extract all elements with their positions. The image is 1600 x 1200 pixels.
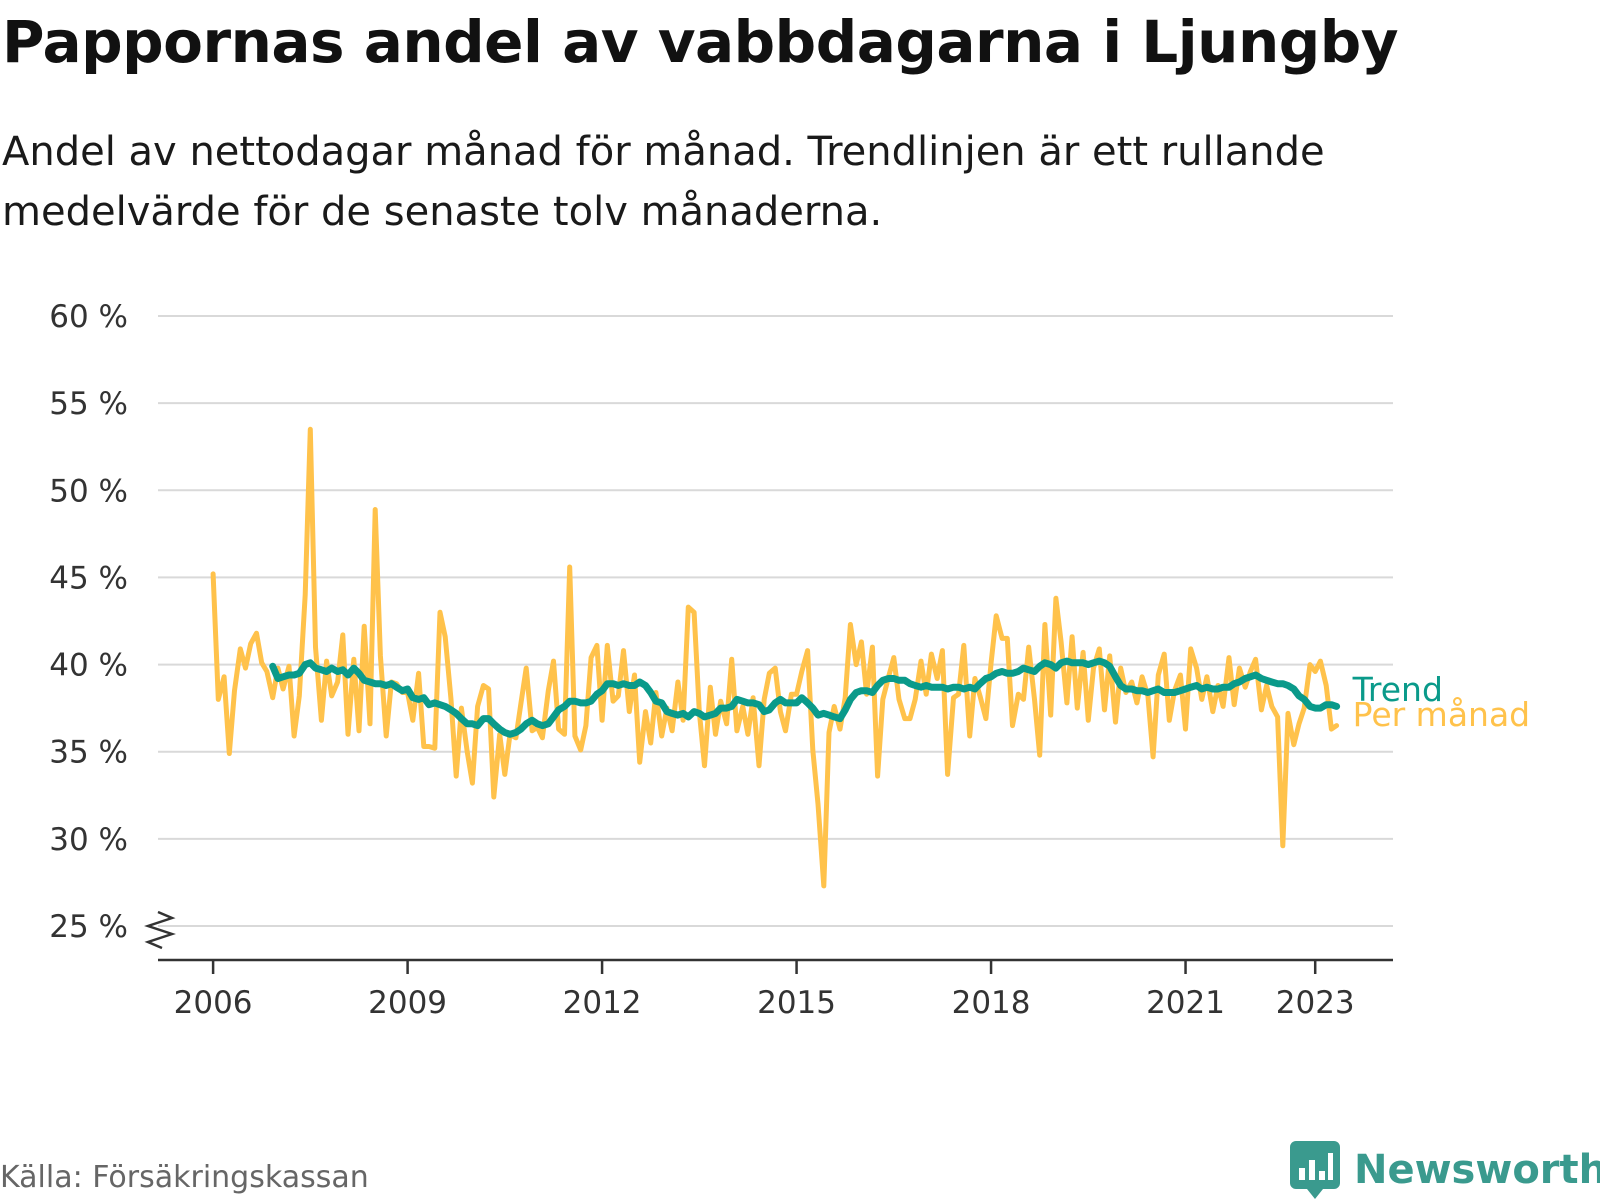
x-tick-label: 2006 xyxy=(174,985,253,1021)
x-tick-label: 2012 xyxy=(563,985,642,1021)
series-label: Trend xyxy=(1352,670,1443,709)
newsworthy-logo-icon xyxy=(1290,1141,1340,1199)
source-note: Källa: Försäkringskassan xyxy=(0,1160,369,1195)
x-tick-label: 2023 xyxy=(1276,985,1355,1021)
x-axis: 2006 2009 2012 2015 2018 2021 2023 xyxy=(158,958,1393,1021)
series-label: Per månad xyxy=(1353,695,1531,734)
series-lines xyxy=(210,426,1341,889)
chart-subtitle: Andel av nettodagar månad för månad. Tre… xyxy=(2,129,1325,235)
brand-name: Newsworthy xyxy=(1354,1147,1600,1193)
y-tick-label: 35 % xyxy=(49,735,128,771)
y-tick-label: 45 % xyxy=(49,560,128,596)
y-tick-label: 25 % xyxy=(49,909,128,945)
series-line-per-manad xyxy=(210,426,1340,889)
gridlines xyxy=(158,315,1393,927)
y-axis: 25 % 30 % 35 % 40 % 45 % 50 % 55 % 60 % xyxy=(49,299,176,950)
y-tick-label: 40 % xyxy=(49,648,128,684)
x-tick-label: 2015 xyxy=(757,985,836,1021)
y-tick-label: 60 % xyxy=(49,299,128,335)
y-tick-label: 30 % xyxy=(49,822,128,858)
chart-title: Pappornas andel av vabbdagarna i Ljungby xyxy=(2,8,1399,76)
x-tick-label: 2018 xyxy=(952,985,1031,1021)
series-line-trend xyxy=(269,657,1341,738)
brand-logo: Newsworthy xyxy=(1290,1140,1600,1200)
line-chart: 25 %30 %35 %40 %45 %50 %55 %60 % 2006 200… xyxy=(49,299,1531,1021)
x-tick-label: 2021 xyxy=(1146,985,1225,1021)
axis-break-icon xyxy=(144,910,176,950)
x-tick-label: 2009 xyxy=(368,985,447,1021)
y-tick-label: 50 % xyxy=(49,473,128,509)
y-tick-label: 55 % xyxy=(49,386,128,422)
